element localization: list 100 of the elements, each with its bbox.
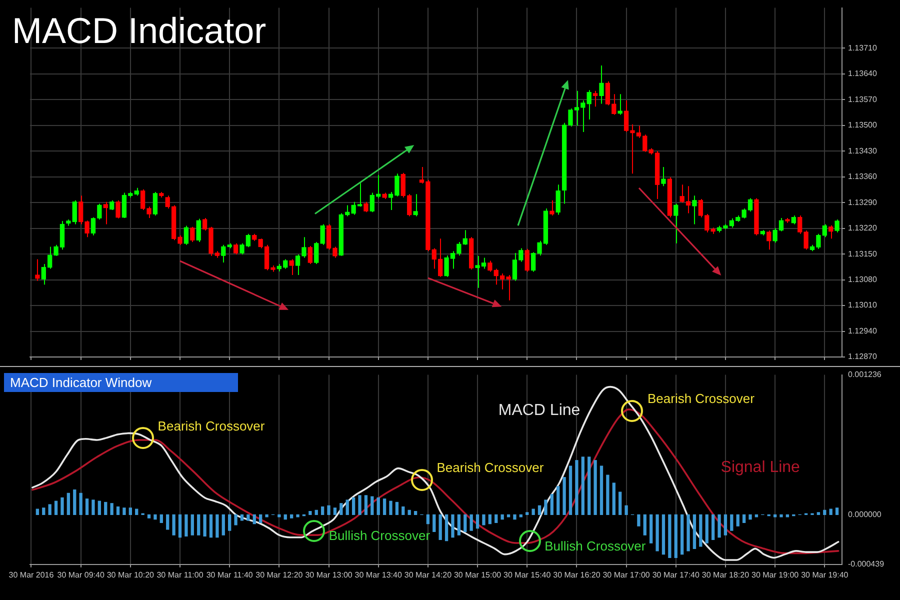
line-series — [32, 386, 840, 561]
candlestick — [592, 90, 598, 108]
bar — [594, 460, 597, 516]
bar — [240, 514, 244, 521]
bar — [544, 500, 548, 516]
bar — [160, 514, 163, 523]
annotation: Bullish Crossover — [328, 528, 431, 544]
x-tick-label: 30 Mar 11:40 — [206, 570, 254, 580]
x-tick-label: 30 Mar 12:20 — [256, 570, 304, 580]
bar — [730, 514, 734, 531]
y-tick-label: 1.13640 — [848, 69, 878, 78]
bar — [85, 498, 89, 516]
bar — [216, 514, 219, 538]
x-tick-label: 30 Mar 13:00 — [305, 570, 353, 580]
bar — [246, 514, 250, 521]
bar — [451, 514, 454, 538]
candlestick — [196, 218, 201, 242]
bar — [754, 514, 758, 518]
bar — [748, 514, 752, 520]
bar — [370, 496, 374, 516]
bar — [513, 514, 516, 520]
bar — [259, 514, 262, 523]
bar — [234, 514, 238, 526]
y-tick-label: 1.13010 — [848, 300, 878, 310]
candlestick — [35, 258, 40, 282]
bar — [568, 466, 572, 516]
x-tick-label: 30 Mar 16:20 — [553, 570, 601, 580]
x-tick-label: 30 Mar 09:40 — [57, 570, 105, 580]
bar — [122, 508, 126, 516]
candlestick — [550, 200, 554, 216]
bar — [438, 514, 442, 540]
bar — [470, 514, 473, 531]
y-tick-label: 0.001236 — [848, 370, 882, 380]
bar — [718, 514, 721, 538]
annotation: Bearish Crossover — [158, 418, 266, 434]
bar — [340, 503, 343, 516]
bar — [54, 500, 58, 516]
bar — [600, 466, 604, 516]
candlestick — [109, 200, 114, 210]
bar — [612, 482, 616, 516]
bar — [104, 502, 108, 516]
y-tick-label: 1.13220 — [848, 224, 878, 233]
bar — [308, 510, 312, 516]
bar — [265, 514, 268, 518]
y-tick-label: 1.13710 — [848, 43, 878, 52]
bar — [278, 514, 281, 518]
x-tick-label: 30 Mar 18:20 — [702, 570, 750, 580]
bar — [66, 492, 70, 516]
candlestick — [599, 65, 604, 104]
bar — [624, 505, 628, 516]
bar — [482, 514, 486, 526]
bar — [36, 508, 40, 516]
bar — [780, 514, 783, 518]
bar — [692, 514, 696, 549]
bar — [147, 514, 151, 518]
bar — [42, 508, 46, 516]
bar — [724, 514, 728, 536]
bar — [476, 514, 480, 529]
bar — [190, 514, 194, 536]
bar — [705, 514, 708, 544]
bar — [823, 510, 826, 516]
bar — [637, 514, 640, 526]
bar — [408, 510, 411, 516]
bar — [773, 514, 777, 518]
y-tick-label: 1.13570 — [848, 94, 878, 104]
bar — [500, 514, 504, 520]
y-tick-label: 1.13150 — [848, 249, 878, 258]
bar — [699, 514, 702, 547]
y-tick-label: 1.13290 — [848, 198, 878, 207]
bar — [166, 514, 170, 530]
candlestick — [413, 194, 418, 217]
bar — [73, 489, 76, 516]
bar — [135, 508, 138, 516]
annotation: Bearish Crossover — [647, 391, 756, 406]
x-tick-label: 30 Mar 19:00 — [751, 570, 800, 580]
bar — [290, 514, 294, 518]
x-tick-label: 30 Mar 11:00 — [156, 570, 204, 580]
bar — [376, 497, 380, 516]
y-tick-label: 1.12940 — [848, 326, 878, 336]
y-tick-label: 1.12870 — [848, 352, 878, 362]
bar — [444, 514, 448, 542]
bar — [588, 456, 591, 516]
x-tick-label: 30 Mar 17:00 — [602, 570, 650, 580]
x-tick-label: 30 Mar 15:40 — [504, 570, 552, 580]
bar — [197, 514, 200, 536]
candlestick — [103, 201, 108, 225]
bar — [532, 508, 535, 516]
candlestick — [289, 258, 294, 276]
bar — [402, 506, 405, 516]
bar — [650, 514, 653, 544]
bar — [581, 456, 584, 516]
bar — [526, 512, 529, 516]
candlestick — [524, 248, 530, 272]
x-tick-label: 30 Mar 2016 — [8, 570, 54, 580]
bar — [128, 508, 132, 516]
x-tick-label: 30 Mar 10:20 — [106, 570, 155, 580]
candlestick — [152, 191, 158, 216]
x-tick-label: 30 Mar 15:00 — [454, 570, 502, 580]
bar — [519, 514, 522, 518]
candlestick — [828, 224, 834, 240]
